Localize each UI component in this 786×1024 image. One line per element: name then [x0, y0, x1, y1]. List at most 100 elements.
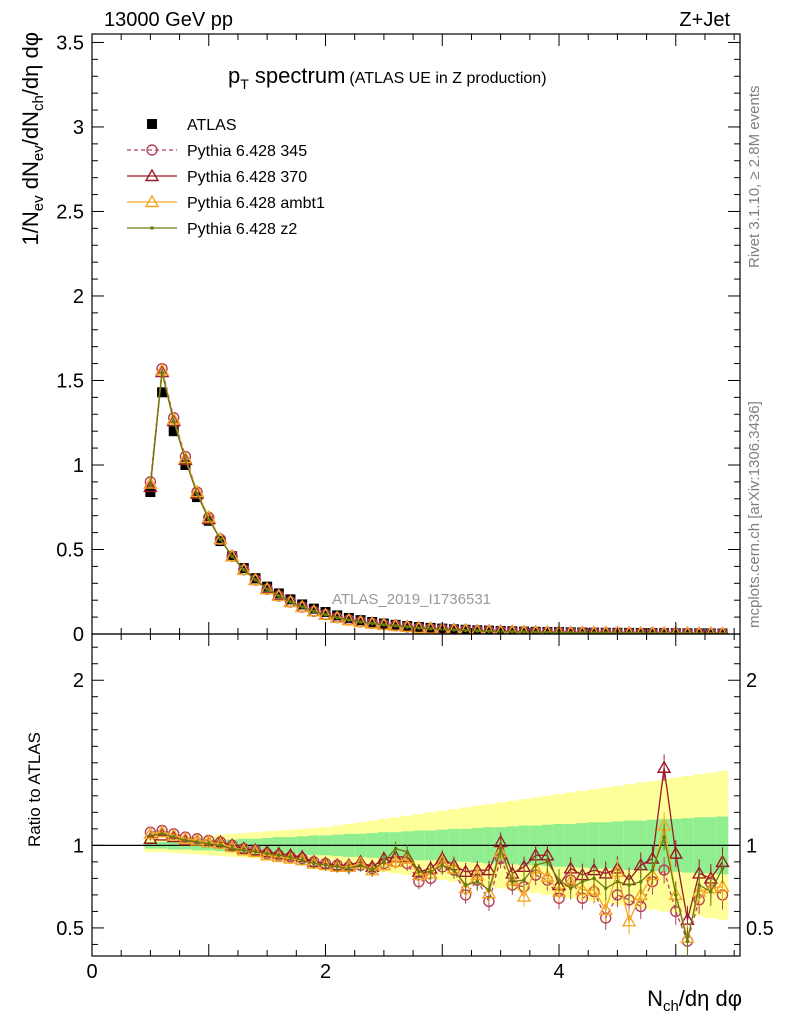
legend-label-pythia-6-428-345: Pythia 6.428 345: [187, 143, 307, 160]
data-point-pythia-6-428-ambt1: [718, 626, 727, 634]
data-point-pythia-6-428-z2: [323, 612, 328, 617]
data-point-atlas: [577, 627, 588, 634]
data-point-pythia-6-428-z2: [557, 878, 561, 882]
data-point-pythia-6-428-z2: [510, 879, 515, 884]
data-point-pythia-6-428-ambt1: [530, 624, 541, 634]
data-point-pythia-6-428-ambt1: [659, 625, 669, 634]
data-point-pythia-6-428-z2: [580, 630, 585, 634]
data-point-pythia-6-428-z2: [463, 628, 468, 633]
data-point-pythia-6-428-ambt1: [542, 624, 553, 634]
data-point-pythia-6-428-ambt1: [636, 625, 646, 634]
data-point-pythia-6-428-ambt1: [575, 882, 590, 896]
data-point-pythia-6-428-ambt1: [248, 572, 263, 586]
chart-title-rest: spectrum: [249, 63, 346, 88]
data-point-pythia-6-428-ambt1: [671, 625, 681, 634]
legend-label-pythia-6-428-370: Pythia 6.428 370: [187, 169, 307, 186]
data-point-atlas: [589, 627, 600, 634]
data-point-pythia-6-428-370: [166, 413, 181, 427]
data-point-pythia-6-428-370: [143, 479, 158, 493]
legend-label-atlas: ATLAS: [187, 117, 237, 134]
data-point-pythia-6-428-z2: [241, 848, 246, 853]
data-point-pythia-6-428-ambt1: [682, 626, 693, 634]
data-point-atlas: [355, 615, 366, 626]
chart-title-paren: (ATLAS UE in Z production): [349, 70, 546, 87]
data-point-pythia-6-428-z2: [218, 537, 223, 542]
data-point-pythia-6-428-ambt1: [706, 626, 716, 634]
data-point-pythia-6-428-z2: [475, 629, 480, 633]
data-point-pythia-6-428-z2: [218, 843, 223, 848]
ratio-y-tick-label-right: 1: [746, 835, 757, 857]
data-point-atlas: [682, 628, 693, 634]
data-point-pythia-6-428-ambt1: [715, 879, 730, 892]
data-point-pythia-6-428-ambt1: [213, 531, 228, 545]
data-point-pythia-6-428-z2: [382, 860, 386, 864]
x-axis-label: Nch/dη dφ: [647, 986, 742, 1015]
data-point-pythia-6-428-ambt1: [518, 624, 530, 634]
chart-title-sub: T: [240, 76, 249, 92]
data-point-pythia-6-428-370: [189, 486, 205, 499]
data-point-pythia-6-428-z2: [393, 846, 398, 851]
data-point-atlas: [262, 581, 273, 592]
ratio-y-tick-label-right: 0.5: [746, 918, 774, 940]
data-point-pythia-6-428-z2: [545, 860, 550, 864]
data-point-pythia-6-428-ambt1: [201, 509, 216, 523]
data-point-atlas: [308, 603, 319, 614]
data-point-pythia-6-428-ambt1: [224, 548, 240, 562]
data-point-pythia-6-428-z2: [335, 865, 339, 869]
data-point-pythia-6-428-z2: [288, 855, 293, 859]
data-point-atlas: [320, 607, 331, 618]
legend-label-pythia-6-428-ambt1: Pythia 6.428 ambt1: [187, 195, 325, 212]
data-point-pythia-6-428-z2: [638, 631, 643, 634]
data-point-atlas: [565, 627, 576, 634]
series-line-pythia-6-428-z2: [149, 371, 723, 634]
legend-marker-pythia-6-428-z2: [150, 226, 154, 230]
y-tick-label: 2.5: [56, 201, 84, 223]
data-point-atlas: [600, 627, 611, 634]
data-point-pythia-6-428-z2: [241, 567, 246, 572]
x-axis-label-sub: ch: [663, 998, 679, 1015]
data-point-atlas: [157, 387, 168, 398]
data-point-pythia-6-428-z2: [160, 370, 164, 374]
data-point-pythia-6-428-z2: [183, 838, 188, 843]
y-axis-label-sub: ev: [30, 145, 47, 161]
x-tick-label: 4: [553, 961, 564, 983]
data-point-pythia-6-428-z2: [358, 620, 363, 624]
y-tick-label: 0.5: [56, 539, 84, 561]
y-axis-label-part: /dN: [18, 111, 43, 145]
y-tick-label: 3.5: [56, 32, 84, 54]
data-point-pythia-6-428-370: [178, 452, 193, 466]
data-point-pythia-6-428-z2: [335, 615, 339, 620]
data-point-pythia-6-428-z2: [685, 939, 690, 943]
data-point-pythia-6-428-z2: [650, 868, 655, 872]
legend-marker-pythia-6-428-370: [144, 168, 160, 182]
data-point-pythia-6-428-z2: [265, 587, 269, 592]
data-point-pythia-6-428-345: [658, 864, 670, 876]
data-point-pythia-6-428-370: [481, 862, 497, 876]
data-point-pythia-6-428-z2: [171, 835, 176, 839]
legend-marker-pythia-6-428-345: [146, 144, 158, 156]
data-point-pythia-6-428-ambt1: [621, 913, 637, 927]
data-point-pythia-6-428-z2: [405, 850, 410, 854]
data-point-pythia-6-428-z2: [697, 883, 701, 887]
data-point-pythia-6-428-370: [656, 760, 672, 773]
data-point-pythia-6-428-ambt1: [283, 594, 298, 608]
data-point-atlas: [624, 627, 635, 634]
y-tick-label: 2: [73, 286, 84, 308]
data-point-pythia-6-428-z2: [627, 883, 631, 887]
data-point-pythia-6-428-z2: [615, 879, 620, 884]
data-point-pythia-6-428-370: [201, 511, 216, 525]
data-point-pythia-6-428-z2: [148, 483, 153, 488]
data-point-pythia-6-428-ambt1: [612, 625, 623, 634]
data-point-atlas: [343, 612, 354, 623]
data-point-atlas: [694, 628, 705, 634]
data-point-pythia-6-428-ambt1: [694, 626, 704, 634]
data-point-pythia-6-428-ambt1: [166, 411, 181, 425]
data-point-atlas: [168, 426, 179, 437]
data-point-pythia-6-428-ambt1: [259, 581, 275, 595]
data-point-pythia-6-428-370: [668, 846, 683, 859]
data-point-pythia-6-428-z2: [440, 863, 445, 867]
data-point-pythia-6-428-z2: [300, 858, 304, 863]
series-line-pythia-6-428-z2: [150, 833, 724, 942]
data-point-pythia-6-428-z2: [382, 623, 386, 627]
